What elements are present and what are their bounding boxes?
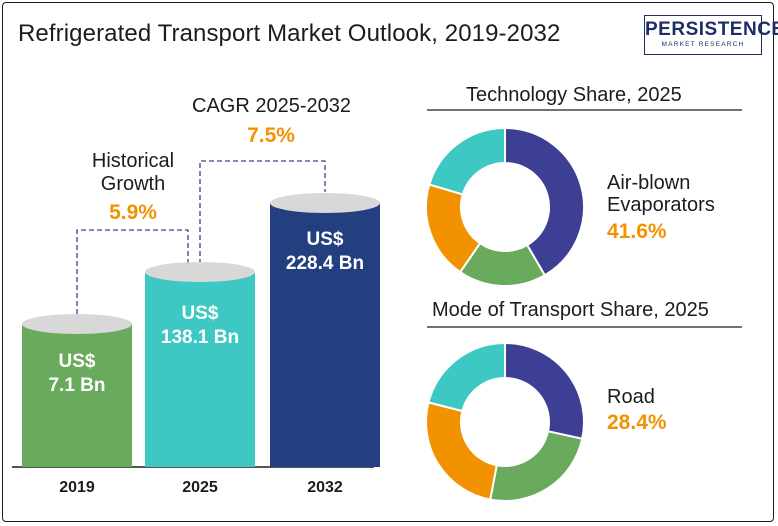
cagr-connector: [199, 160, 326, 264]
historical-label: Historical Growth: [91, 150, 175, 195]
year-label-2025: 2025: [182, 479, 218, 496]
donut2-slice-1: [489, 430, 584, 502]
transport-donut: [425, 341, 585, 502]
bar-2025: [145, 272, 255, 467]
bar-value-label-2019: US$ 7.1 Bn: [48, 351, 105, 396]
donut2-slice-2: [425, 401, 498, 501]
technology-highlight-value: 41.6%: [607, 220, 667, 243]
donut2-slice-0: [504, 341, 585, 440]
brand-logo: PERSISTENCE MARKET RESEARCH: [644, 15, 778, 55]
bar-value-label-2032: US$ 228.4 Bn: [286, 229, 364, 274]
bar-value-label-2025: US$ 138.1 Bn: [161, 303, 239, 348]
donut1-slice-0: [504, 126, 585, 277]
transport-highlight-label: Road: [607, 386, 655, 408]
donut2-slice-3: [427, 341, 506, 413]
page-title: Refrigerated Transport Market Outlook, 2…: [18, 20, 561, 47]
bar-cap-2032: [270, 193, 380, 213]
bar-group: US$ 7.1 Bn 2019 US$ 138.1 Bn 2025 US$ 228.4 Bn 2…: [22, 193, 380, 496]
bar-cap-2025: [145, 262, 255, 282]
historical-connector: [76, 229, 189, 314]
year-label-2019: 2019: [59, 479, 95, 496]
logo-wordmark: PERSISTENCE: [645, 19, 778, 40]
technology-title: Technology Share, 2025: [466, 84, 682, 106]
transport-title: Mode of Transport Share, 2025: [432, 299, 709, 321]
cagr-value: 7.5%: [247, 124, 295, 147]
bar-2032: [270, 203, 380, 467]
transport-highlight-value: 28.4%: [607, 411, 667, 434]
year-label-2032: 2032: [307, 479, 343, 496]
bar-2019: [22, 324, 132, 467]
technology-highlight-label: Air-blown Evaporators: [607, 172, 715, 216]
logo-tagline: MARKET RESEARCH: [661, 41, 745, 48]
cagr-label: CAGR 2025-2032: [192, 95, 351, 117]
technology-donut: [425, 126, 585, 287]
historical-value: 5.9%: [109, 201, 157, 224]
donut1-slice-3: [428, 126, 506, 196]
bar-cap-2019: [22, 314, 132, 334]
